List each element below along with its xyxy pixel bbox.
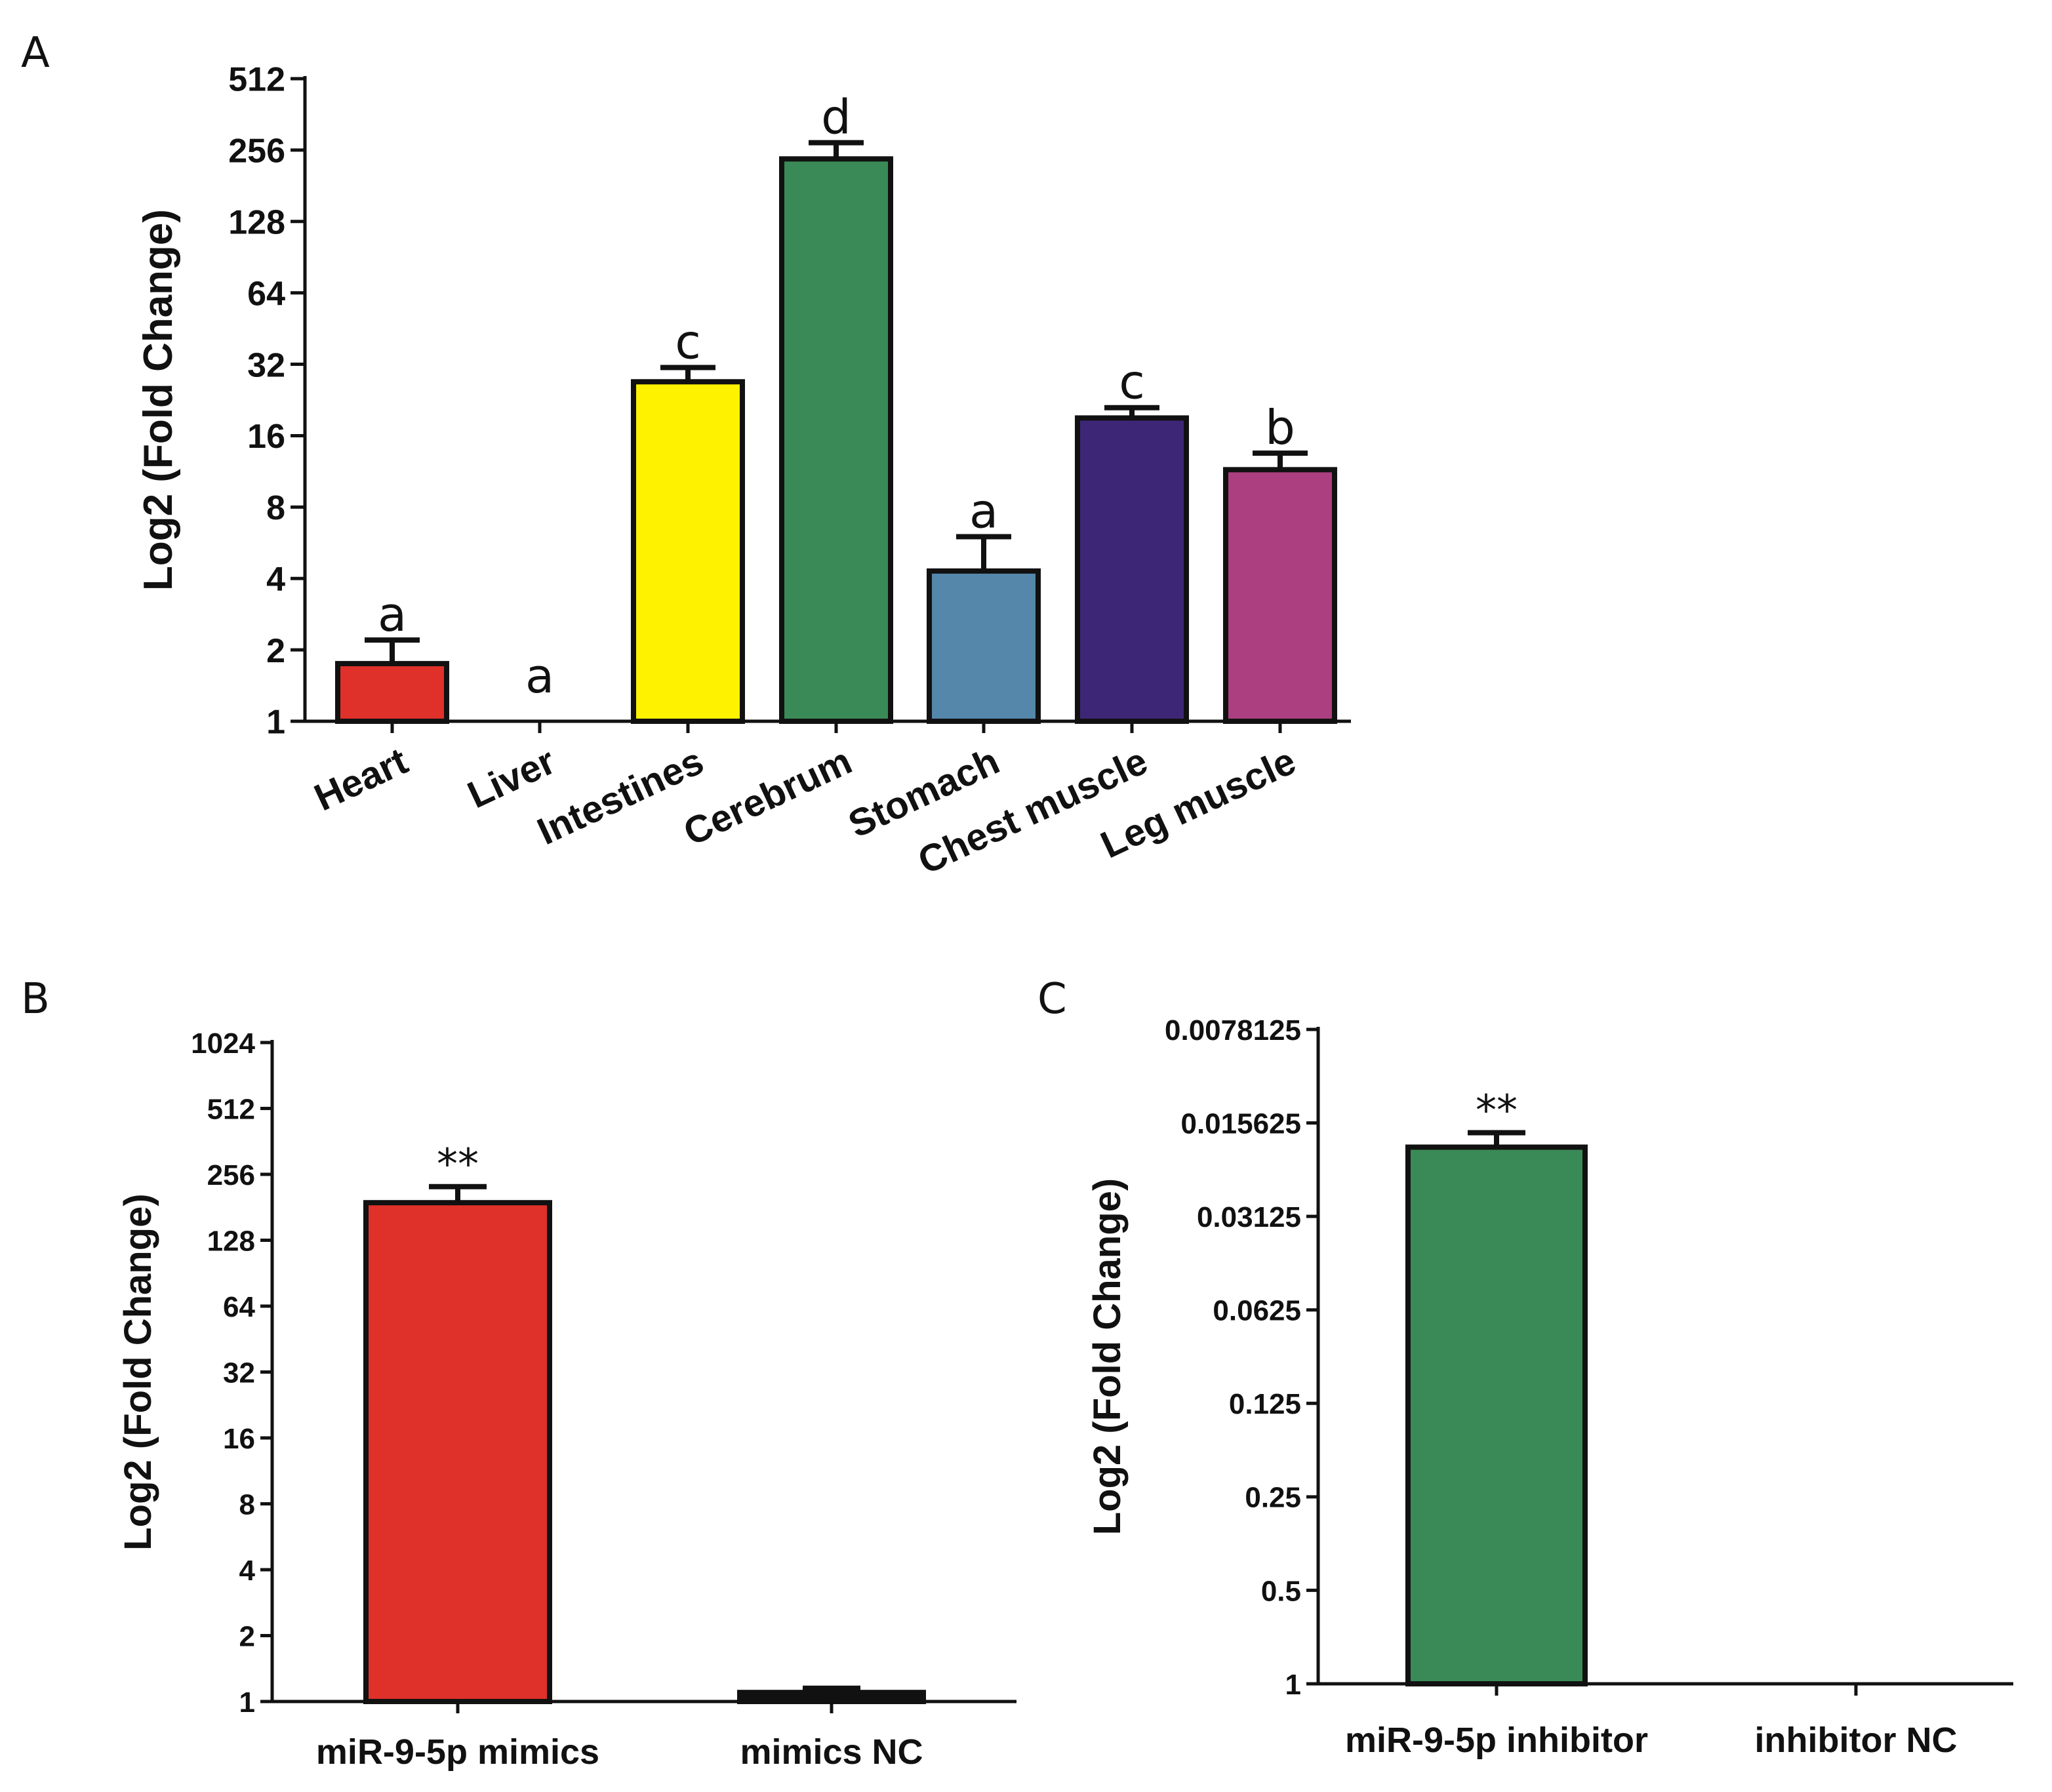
y-tick-label: 0.015625 [1180,1107,1301,1140]
y-tick-label: 1 [239,1686,255,1719]
x-category-label: mimics NC [740,1732,923,1772]
bar-leg-muscle [1223,467,1337,724]
y-tick-label: 32 [247,346,285,384]
y-tick-label: 0.5 [1261,1575,1301,1607]
x-category-label: miR-9-5p mimics [316,1732,599,1772]
significance-label: b [1265,400,1295,455]
y-tick-label: 256 [228,132,285,170]
y-tick-label: 0.125 [1229,1388,1301,1420]
y-tick-label: 0.25 [1245,1482,1301,1514]
bar-heart [335,661,449,724]
significance-label: a [969,484,998,539]
y-tick-label: 64 [223,1291,255,1323]
y-tick-label: 1 [1285,1669,1301,1701]
bar-intestines [631,379,745,724]
y-tick-label: 16 [223,1423,255,1455]
bar-mir-9-5p-inhibitor [1405,1144,1588,1687]
bar-stomach [927,568,1041,725]
y-axis-title: Log2 (Fold Change) [136,209,181,591]
bar-mir-9-5p-mimics [363,1200,552,1704]
y-tick-label: 64 [247,275,285,313]
significance-label: ** [437,1141,479,1189]
x-category-label: miR-9-5p inhibitor [1345,1721,1648,1760]
y-tick-label: 256 [207,1159,255,1191]
significance-label: c [1119,355,1145,410]
y-tick-label: 512 [228,61,285,99]
y-tick-label: 32 [223,1357,255,1389]
y-tick-label: 4 [266,561,285,599]
y-tick-label: 128 [207,1225,255,1257]
y-tick-label: 16 [247,418,285,456]
panel-letter-a: A [21,29,50,77]
y-tick-label: 2 [266,632,285,670]
bar-cerebrum [779,156,893,724]
y-axis-title: Log2 (Fold Change) [117,1193,159,1551]
panel-b-chart: 1 2 4 8 16 32 64 128 256 512 1024 Log2 (Fold Change… [117,1027,1016,1772]
significance-label: ** [1476,1086,1518,1135]
bar-chest-muscle [1075,415,1189,724]
y-tick-label: 8 [266,489,285,527]
y-tick-label: 0.03125 [1197,1201,1301,1233]
panel-letter-b: B [21,975,50,1024]
bar-mimics-nc [737,1690,926,1705]
x-category-label: inhibitor NC [1755,1721,1958,1760]
y-axis-title: Log2 (Fold Change) [1086,1178,1129,1536]
y-tick-label: 8 [239,1488,255,1521]
y-tick-label: 1 [266,704,285,742]
panel-letter-c: C [1037,975,1067,1024]
y-tick-label: 0.0625 [1213,1295,1301,1327]
y-tick-label: 2 [239,1620,255,1652]
significance-label: a [378,587,407,642]
significance-label: a [525,648,554,704]
y-tick-label: 4 [239,1555,256,1587]
y-tick-label: 128 [228,203,285,241]
significance-label: d [821,90,851,145]
y-tick-label: 1024 [191,1027,255,1060]
panel-c-chart: 1 0.5 0.25 0.125 0.0625 0.03125 0.015625 0.0078… [1086,1014,2013,1760]
y-tick-label: 0.0078125 [1165,1014,1301,1046]
y-tick-label: 512 [207,1093,255,1125]
significance-label: c [675,315,701,370]
